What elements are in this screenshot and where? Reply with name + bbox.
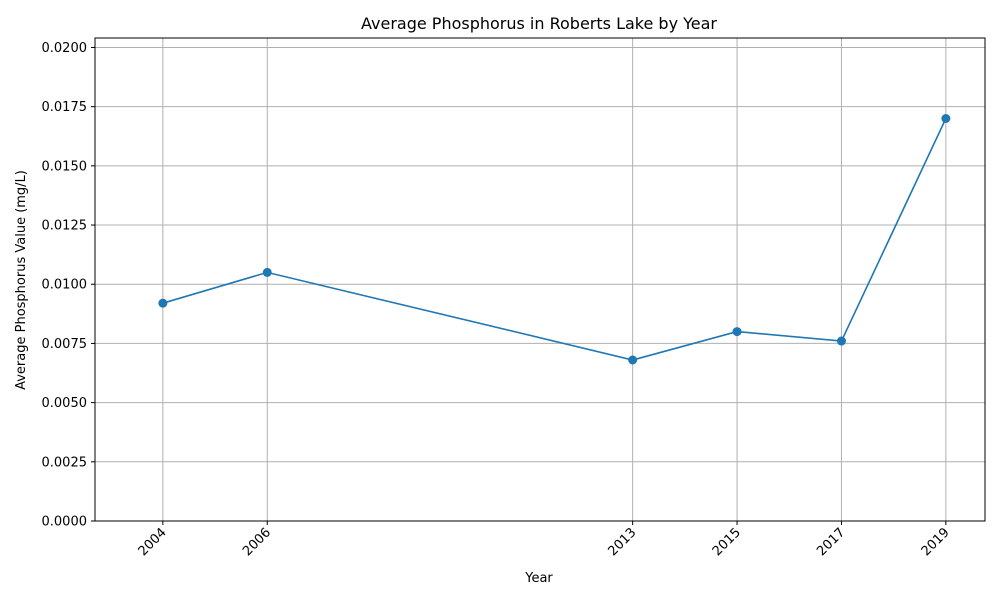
x-tick-label: 2015 (710, 525, 744, 559)
series-layer (158, 114, 951, 365)
y-tick-label: 0.0200 (42, 41, 88, 56)
y-axis-label: Average Phosphorus Value (mg/L) (14, 170, 29, 390)
y-tick-label: 0.0100 (42, 278, 88, 293)
data-point (836, 336, 846, 346)
y-tick-label: 0.0050 (42, 396, 88, 411)
grid-layer (95, 38, 985, 522)
y-tick-label: 0.0000 (42, 515, 88, 530)
data-point (158, 298, 168, 308)
x-tick-label: 2004 (136, 525, 170, 559)
chart-title: Average Phosphorus in Roberts Lake by Ye… (361, 14, 717, 33)
x-tick-label: 2013 (605, 525, 639, 559)
y-tick-label: 0.0075 (42, 337, 88, 352)
x-tick-label: 2017 (814, 525, 848, 559)
y-tick-label: 0.0125 (42, 219, 88, 234)
data-point (262, 267, 272, 277)
y-tick-label: 0.0175 (42, 100, 88, 115)
x-axis-label: Year (524, 571, 553, 586)
x-tick-label: 2019 (919, 525, 953, 559)
data-point (628, 355, 638, 365)
data-point (941, 114, 951, 123)
series-line (162, 118, 947, 361)
y-tick-label: 0.0150 (42, 159, 88, 174)
plot-frame (94, 37, 986, 522)
y-tick-label: 0.0025 (42, 455, 88, 470)
data-point (732, 327, 742, 337)
axes-layer: 0.0000 0.0025 0.0050 0.0075 0.0100 0.0125 0.01… (42, 37, 986, 559)
x-tick-label: 2006 (240, 525, 274, 559)
